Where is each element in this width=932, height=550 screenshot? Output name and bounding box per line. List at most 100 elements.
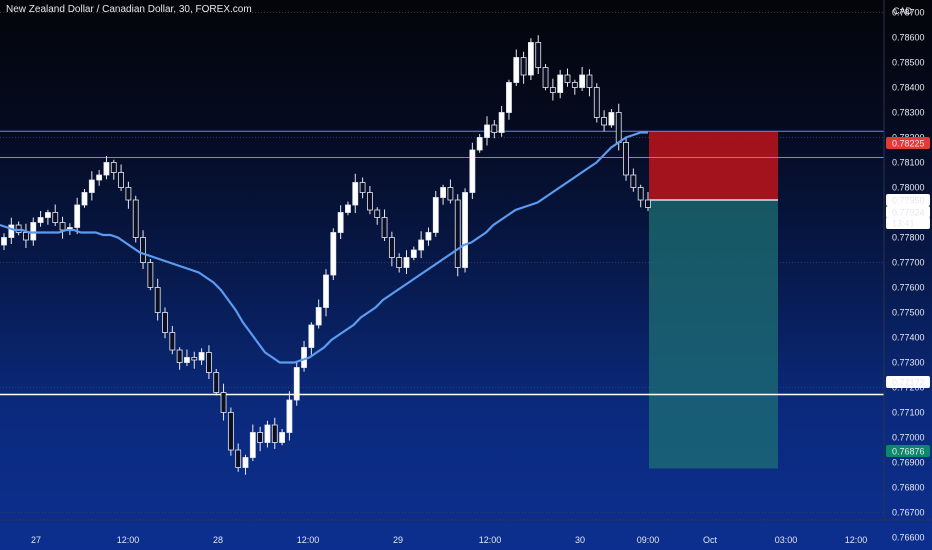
candle-body [549, 87, 556, 93]
price-label: 0.78225 [886, 137, 930, 149]
candle-body [8, 224, 15, 238]
price-label: 0.76876 [886, 445, 930, 457]
candle-body [571, 82, 578, 88]
candle-body [162, 312, 168, 333]
candle-body [535, 42, 542, 68]
candle-body [623, 142, 629, 176]
candle-body [513, 57, 520, 83]
price-label-bg [886, 194, 930, 206]
candle-body [359, 182, 366, 193]
candle-body [323, 274, 329, 308]
price-tick-label: 0.78100 [892, 158, 925, 168]
candle-body [484, 124, 490, 138]
candle-body [23, 232, 29, 241]
candle-body [147, 262, 154, 288]
candle-body [191, 357, 198, 361]
time-tick-label: Oct [703, 535, 718, 545]
price-tick-label: 0.76900 [892, 458, 925, 468]
price-label-text: 0.77172 [892, 378, 925, 388]
candle-body [396, 257, 403, 268]
price-label-bg [886, 217, 930, 229]
candle-body [630, 174, 637, 188]
candle-body [330, 232, 337, 276]
symbol-title: New Zealand Dollar / Canadian Dollar, 30… [6, 4, 252, 15]
candle-body [601, 117, 607, 126]
price-label-bg [886, 206, 930, 218]
candle-body [264, 424, 271, 443]
time-tick-label: 09:00 [637, 535, 660, 545]
price-tick-label: 0.78700 [892, 8, 925, 18]
candle-body [440, 187, 446, 198]
candle-body [586, 74, 593, 88]
time-tick-label: 12:00 [479, 535, 502, 545]
price-tick-label: 0.77400 [892, 333, 925, 343]
candle-body [227, 412, 234, 451]
candle-body [88, 179, 95, 193]
price-tick-label: 0.77700 [892, 258, 925, 268]
candle-body [564, 74, 571, 83]
candle-body [462, 192, 468, 268]
candle-body [469, 149, 476, 193]
candle-body [286, 399, 293, 433]
time-tick-label: 03:00 [775, 535, 798, 545]
time-tick-label: 28 [213, 535, 223, 545]
grid [0, 12, 884, 513]
candle-body [308, 324, 315, 348]
candle-body [498, 112, 505, 133]
candle-body [388, 237, 395, 258]
candle-body [447, 187, 454, 201]
price-tick-label: 0.77500 [892, 308, 925, 318]
time-tick-label: 12:00 [845, 535, 868, 545]
candle-body [374, 209, 381, 218]
candle-body [491, 124, 498, 133]
currency-label: CAD [893, 6, 913, 16]
price-tick-label: 0.77100 [892, 408, 925, 418]
candle-body [579, 74, 586, 88]
price-label: 0.77924 [886, 206, 930, 218]
price-tick-label: 0.78400 [892, 83, 925, 93]
candle-body [118, 172, 124, 188]
candle-body [37, 217, 44, 223]
candle-body [132, 199, 139, 238]
candle-body [279, 432, 285, 443]
candle-body [242, 457, 249, 468]
candle-body [169, 332, 176, 351]
candle-body [96, 174, 103, 181]
price-tick-label: 0.78600 [892, 33, 925, 43]
candle-body [381, 217, 388, 238]
price-label-bg [886, 376, 930, 388]
candle-body [293, 367, 300, 401]
candle-body [257, 432, 264, 443]
candle-body [184, 357, 190, 363]
candle-body [637, 187, 644, 201]
candle-body [476, 137, 483, 151]
price-label: 0.77950 [886, 194, 930, 206]
time-axis: 27 12:00 28 12:00 29 12:00 30 09:00 Oct 03:00 12:0… [0, 519, 932, 545]
price-label: 13:41 [886, 217, 930, 229]
candle-body [520, 57, 527, 76]
candle-body [432, 197, 439, 233]
candle-body [425, 232, 432, 241]
candles [1, 35, 651, 475]
price-label-bg [886, 445, 930, 457]
price-tick-label: 0.77600 [892, 283, 925, 293]
candle-body [249, 432, 256, 458]
stop-loss-zone [649, 131, 778, 200]
candle-body [45, 212, 51, 218]
time-tick-label: 29 [393, 535, 403, 545]
time-tick-label: 12:00 [117, 535, 140, 545]
price-tick-label: 0.78300 [892, 108, 925, 118]
candle-body [206, 352, 212, 373]
candle-body [608, 112, 615, 126]
candle-body [176, 349, 183, 363]
price-tick-label: 0.77000 [892, 433, 925, 443]
price-label-bg [886, 137, 930, 149]
candle-body [220, 392, 227, 413]
candle-body [542, 67, 549, 88]
candle-body [110, 162, 117, 173]
price-label-text: 0.78225 [892, 139, 925, 149]
candle-body [418, 239, 425, 251]
candle-body [506, 82, 512, 113]
candle-body [593, 87, 600, 118]
